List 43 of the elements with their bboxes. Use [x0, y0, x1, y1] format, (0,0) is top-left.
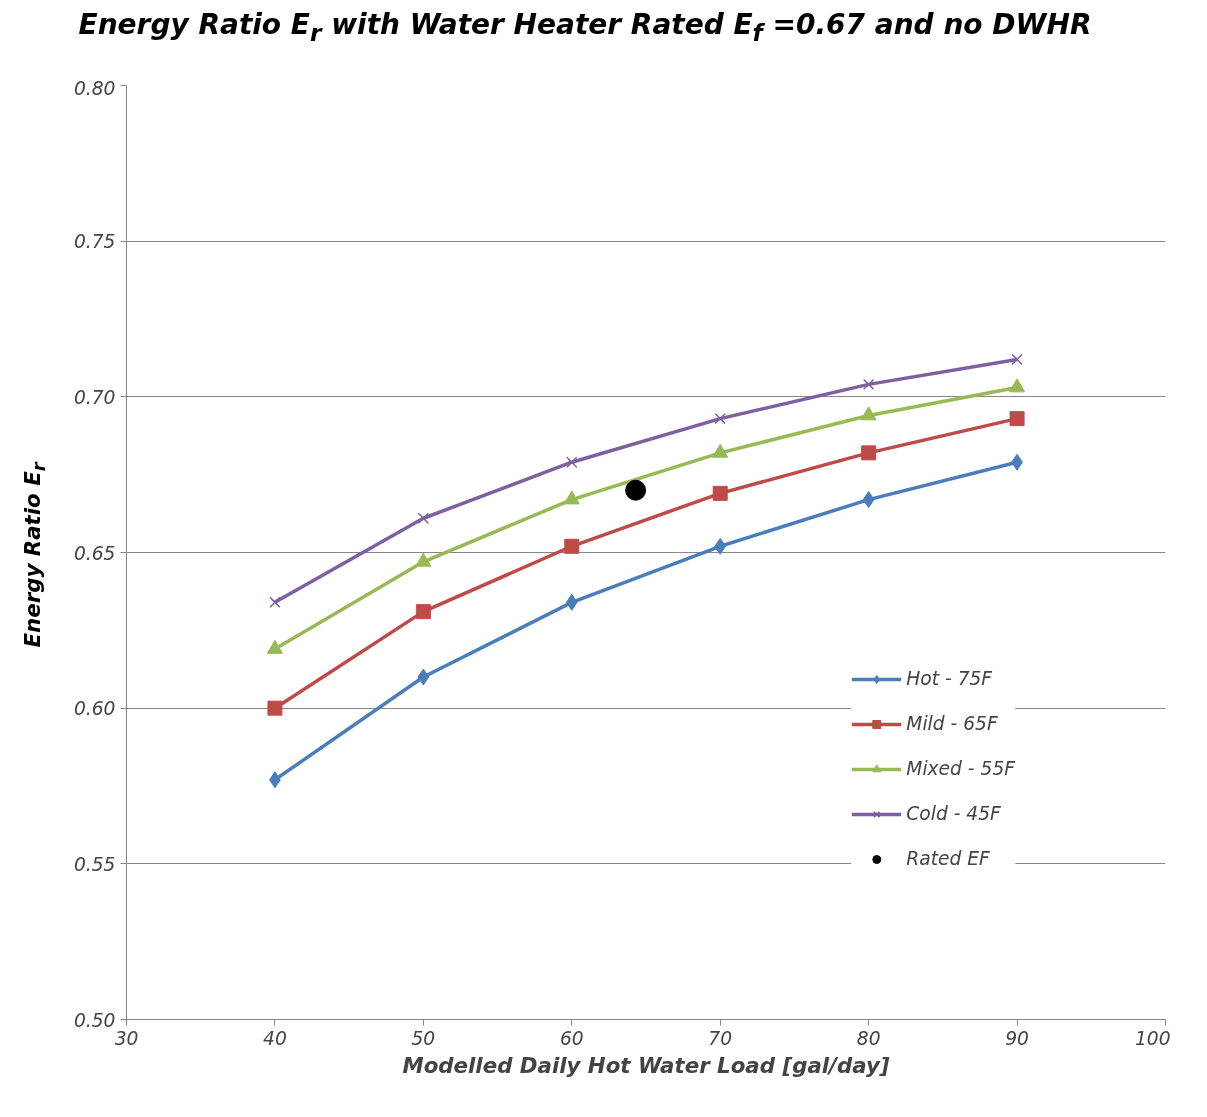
legend-label: Rated EF	[906, 848, 990, 869]
point	[862, 378, 875, 391]
point	[625, 479, 647, 501]
y-tick-label: 0.70	[73, 386, 116, 408]
y-tick-label: 0.60	[73, 698, 116, 720]
y-tick-label: 0.80	[73, 77, 116, 99]
legend-label: Mild - 65F	[906, 713, 998, 734]
point	[417, 668, 430, 686]
x-tick-label: 30	[114, 1027, 139, 1049]
point	[1009, 411, 1025, 427]
x-axis-title: Modelled Daily Hot Water Load [gal/day]	[402, 1052, 890, 1078]
legend-label: Cold - 45F	[906, 803, 1001, 824]
x-tick-label: 60	[559, 1027, 584, 1049]
point	[861, 445, 877, 461]
point	[714, 537, 727, 555]
y-tick-label: 0.55	[73, 853, 116, 875]
point	[712, 485, 728, 501]
point	[564, 538, 580, 554]
legend-label: Hot - 75F	[906, 668, 993, 689]
point	[1009, 378, 1026, 393]
point	[269, 596, 281, 609]
point	[267, 700, 283, 716]
point	[1011, 353, 1023, 366]
point	[565, 593, 578, 611]
x-tick-label: 80	[856, 1027, 881, 1049]
point	[712, 443, 729, 458]
point	[563, 490, 580, 505]
x-tick-label: 90	[1005, 1027, 1029, 1049]
point	[417, 512, 430, 524]
y-tick-label: 0.75	[73, 231, 116, 253]
y-tick-label: 0.65	[73, 542, 116, 564]
point	[860, 406, 877, 421]
x-tick-label: 70	[708, 1027, 733, 1049]
point	[415, 604, 431, 620]
x-tick-label: 100	[1134, 1027, 1171, 1049]
point	[566, 456, 578, 468]
y-tick-label: 0.50	[73, 1009, 116, 1031]
point	[714, 412, 726, 425]
legend-label: Mixed - 55F	[906, 758, 1015, 779]
chart-title: Energy Ratio E$_{r}$ with Water Heater Rated E$_{f}$ =0.67 and no DWHR	[77, 7, 1093, 49]
x-tick-label: 40	[263, 1027, 287, 1049]
point	[862, 491, 875, 509]
x-tick-label: 50	[411, 1027, 436, 1049]
